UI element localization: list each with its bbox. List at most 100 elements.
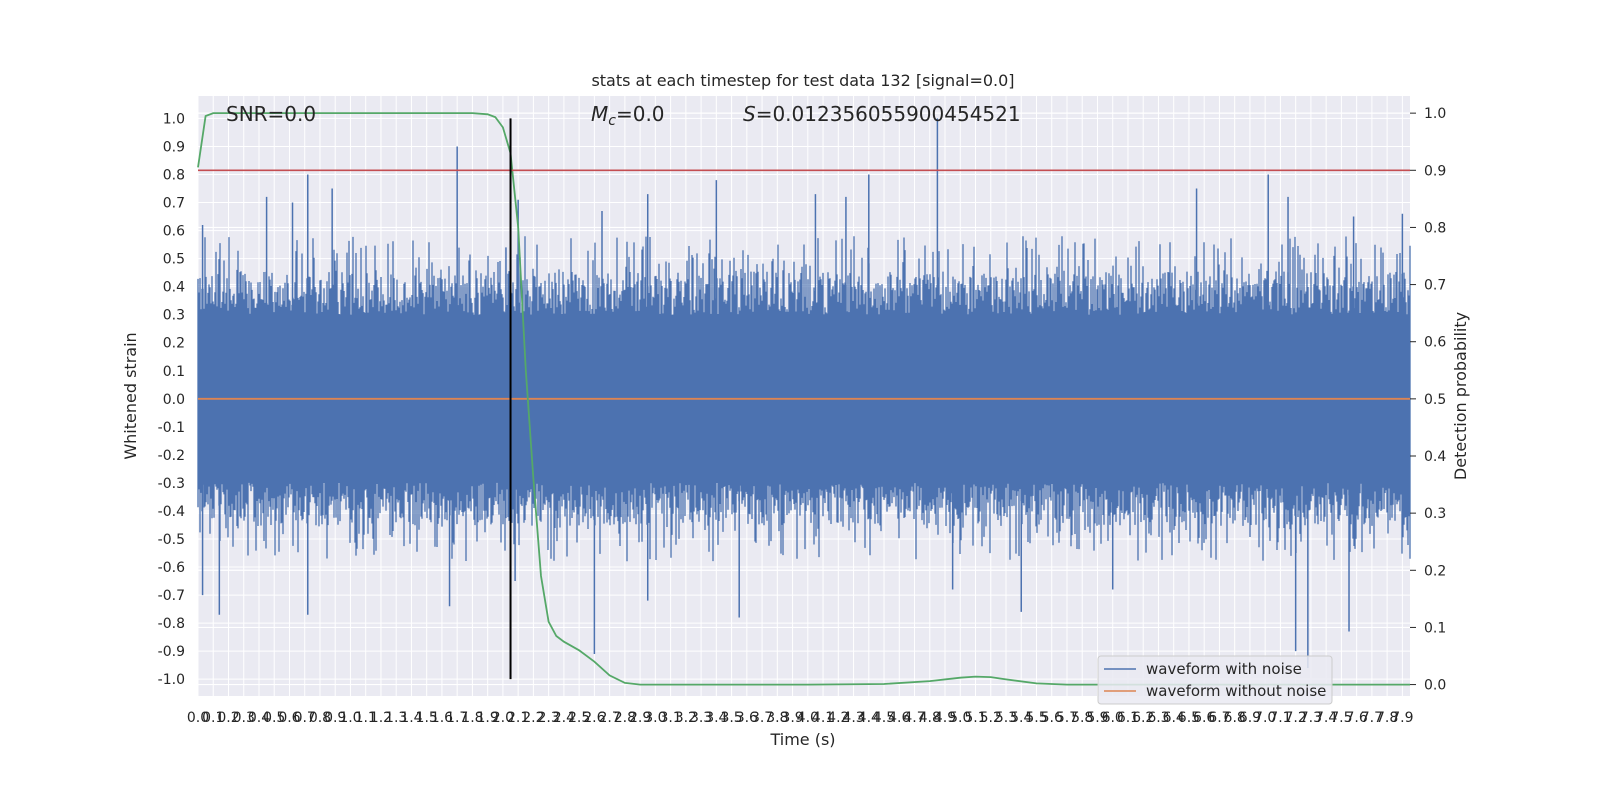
x-tick-label: 0.8: [309, 710, 331, 726]
legend: waveform with noise waveform without noi…: [1097, 655, 1333, 705]
x-tick-label: 6.7: [1208, 710, 1230, 726]
series-lines: [197, 112, 1410, 686]
x-tick-label: 0.9: [324, 710, 346, 726]
y-tick-label: -0.2: [158, 448, 185, 464]
x-tick-label: 3.4: [705, 710, 727, 726]
x-tick-label: 1.8: [461, 710, 483, 726]
x-tick-label: 1.7: [446, 710, 468, 726]
x-tick-label: 6.9: [1239, 710, 1261, 726]
x-tick-label: 4.1: [812, 710, 834, 726]
x-tick-label: 7.1: [1269, 710, 1291, 726]
y-tick-label: 0.5: [163, 252, 185, 268]
y-tick-label: 0.1: [163, 364, 185, 380]
x-tick-label: 4.6: [888, 710, 910, 726]
x-tick-label: 6.1: [1117, 710, 1139, 726]
x-tick-label: 5.1: [964, 710, 986, 726]
x-tick-label: 2.5: [568, 710, 590, 726]
x-axis-ticks: 0.00.10.20.30.40.50.60.70.80.91.01.11.21…: [187, 710, 1414, 726]
x-tick-label: 3.9: [781, 710, 803, 726]
x-tick-label: 0.1: [202, 710, 224, 726]
y-tick-label: 0.8: [163, 168, 185, 184]
x-tick-label: 5.6: [1041, 710, 1063, 726]
x-tick-label: 7.6: [1346, 710, 1368, 726]
y-right-tick-label: 0.5: [1424, 392, 1446, 408]
x-tick-label: 0.7: [294, 710, 316, 726]
x-tick-label: 7.0: [1254, 710, 1276, 726]
x-tick-label: 6.3: [1147, 710, 1169, 726]
y-axis-right-label: Detection probability: [1451, 312, 1470, 480]
y-axis-ticks: 1.0 0.9 0.8 0.7 0.6 0.5 0.4 0.3 0.2 0.1 0.0 -0.1 -0.…: [158, 111, 185, 688]
x-tick-label: 5.9: [1086, 710, 1108, 726]
x-tick-label: 2.4: [553, 710, 575, 726]
y-right-tick-label: 0.6: [1424, 335, 1446, 351]
y-right-tick-label: 0.1: [1424, 620, 1446, 636]
chart-title: stats at each timestep for test data 132…: [591, 71, 1014, 90]
y-tick-label: -0.3: [158, 476, 185, 492]
x-tick-label: 5.8: [1071, 710, 1093, 726]
x-tick-label: 4.3: [842, 710, 864, 726]
y-right-tick-label: 0.9: [1424, 163, 1446, 179]
y-tick-label: -0.4: [158, 504, 185, 520]
x-tick-label: 3.2: [675, 710, 697, 726]
y-tick-label: 0.6: [163, 224, 185, 240]
y-tick-label: -0.9: [158, 644, 185, 660]
x-tick-label: 4.2: [827, 710, 849, 726]
x-tick-label: 2.2: [522, 710, 544, 726]
y-tick-label: 0.7: [163, 196, 185, 212]
x-tick-label: 0.6: [278, 710, 300, 726]
x-tick-label: 1.6: [431, 710, 453, 726]
x-tick-label: 5.4: [1010, 710, 1032, 726]
x-tick-label: 2.9: [629, 710, 651, 726]
x-tick-label: 3.1: [659, 710, 681, 726]
y-tick-label: 0.3: [163, 308, 185, 324]
x-tick-label: 5.5: [1025, 710, 1047, 726]
x-tick-label: 2.8: [614, 710, 636, 726]
x-tick-label: 3.3: [690, 710, 712, 726]
y-tick-label: 0.4: [163, 280, 185, 296]
annotation-mc: Mc=0.0: [591, 102, 665, 129]
x-tick-label: 1.4: [400, 710, 422, 726]
y-tick-label: 0.2: [163, 336, 185, 352]
x-tick-label: 5.0: [949, 710, 971, 726]
x-tick-label: 1.2: [370, 710, 392, 726]
x-tick-label: 0.3: [233, 710, 255, 726]
y-right-tick-label: 0.0: [1424, 678, 1446, 694]
x-tick-label: 6.0: [1102, 710, 1124, 726]
x-tick-label: 5.7: [1056, 710, 1078, 726]
x-tick-label: 1.5: [416, 710, 438, 726]
x-tick-label: 1.9: [477, 710, 499, 726]
x-tick-label: 0.2: [217, 710, 239, 726]
y-right-tick-label: 1.0: [1424, 106, 1446, 122]
legend-label-noise: waveform with noise: [1146, 660, 1302, 678]
y-right-tick-label: 0.2: [1424, 563, 1446, 579]
x-tick-label: 3.5: [720, 710, 742, 726]
x-tick-label: 4.9: [934, 710, 956, 726]
x-tick-label: 3.7: [751, 710, 773, 726]
x-tick-label: 6.8: [1224, 710, 1246, 726]
x-tick-label: 7.8: [1376, 710, 1398, 726]
x-tick-label: 2.6: [583, 710, 605, 726]
x-tick-label: 4.5: [873, 710, 895, 726]
annotation-s: S=0.012356055900454521: [743, 102, 1021, 126]
x-tick-label: 2.7: [598, 710, 620, 726]
x-tick-label: 1.1: [355, 710, 377, 726]
y-axis-right-ticks: 1.0 0.9 0.8 0.7 0.6 0.5 0.4 0.3 0.2 0.1 0.0: [1410, 106, 1446, 694]
x-tick-label: 2.1: [507, 710, 529, 726]
y-tick-label: -0.6: [158, 560, 185, 576]
y-right-tick-label: 0.8: [1424, 220, 1446, 236]
x-tick-label: 6.4: [1163, 710, 1185, 726]
x-tick-label: 3.6: [736, 710, 758, 726]
y-right-tick-label: 0.7: [1424, 278, 1446, 294]
x-tick-label: 7.3: [1300, 710, 1322, 726]
legend-box: [1097, 655, 1333, 705]
x-tick-label: 2.0: [492, 710, 514, 726]
x-tick-label: 0.4: [248, 710, 270, 726]
x-tick-label: 6.2: [1132, 710, 1154, 726]
x-tick-label: 6.5: [1178, 710, 1200, 726]
x-tick-label: 7.2: [1285, 710, 1307, 726]
y-axis-label: Whitened strain: [121, 332, 140, 459]
y-tick-label: 0.9: [163, 139, 185, 155]
y-tick-label: 0.0: [163, 392, 185, 408]
x-tick-label: 2.3: [538, 710, 560, 726]
